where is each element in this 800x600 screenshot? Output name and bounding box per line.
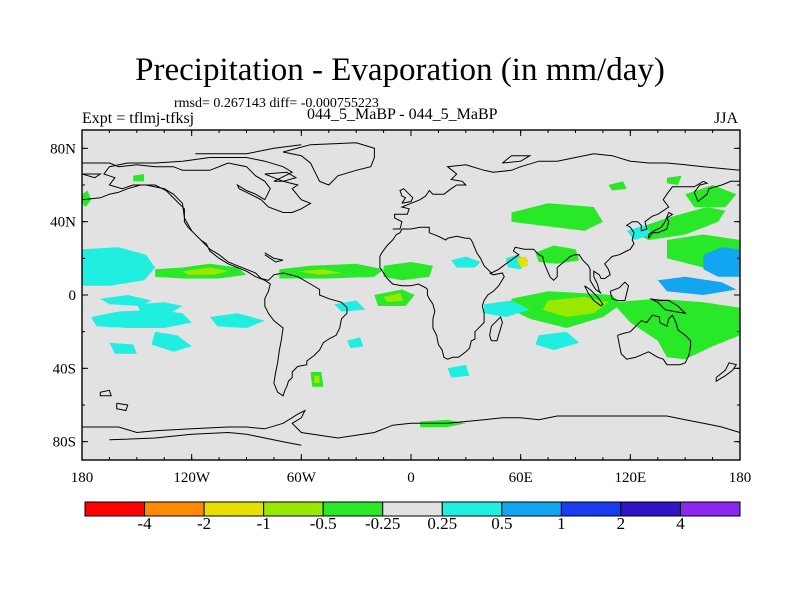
coastline-5 (617, 314, 692, 366)
region-indo-pacific-east (612, 298, 740, 360)
colorbar (84, 501, 741, 517)
colorbar-box (560, 501, 622, 517)
coastline-6 (82, 409, 740, 439)
region-south-atlantic-2 (347, 337, 364, 349)
region-arctic-2 (608, 181, 627, 191)
coastline-14 (109, 431, 302, 446)
x-tick-label: 60E (509, 470, 533, 486)
coastline-13 (715, 362, 738, 383)
chart-title: Precipitation - Evaporation (in mm/day) (135, 52, 665, 88)
colorbar-box (144, 501, 205, 517)
coastline-1 (282, 142, 375, 186)
map-axes: 180 120W 60W 0 60E 120E 180 80N 40N 0 40S 80S (50, 129, 752, 486)
region-south-pacific-4 (151, 331, 192, 352)
y-tick-label: 40S (53, 361, 76, 377)
colorbar-label: -2 (196, 514, 212, 533)
coastline-3 (82, 173, 102, 179)
coastline-9 (648, 211, 674, 239)
region-nw-pacific-outer (703, 247, 740, 277)
region-arctic-3 (666, 175, 682, 185)
region-south-pacific-1 (91, 309, 192, 328)
cases-label: 044_5_MaBP - 044_5_MaBP (307, 106, 498, 123)
coastline-12 (650, 298, 687, 315)
region-south-pacific-5 (209, 313, 265, 328)
region-central-pacific-outer (82, 247, 156, 286)
region-india-dry (517, 256, 528, 268)
region-west-africa (383, 262, 433, 281)
y-tick-label: 80N (50, 141, 76, 157)
y-tick-label: 40N (50, 215, 76, 231)
season-label: JJA (714, 110, 739, 127)
region-south-pacific-3 (100, 295, 152, 306)
map-plot-area (82, 130, 740, 460)
colorbar-label: -0.25 (365, 514, 401, 533)
colorbar-label: 0.5 (491, 514, 513, 533)
coastline-0 (82, 157, 348, 397)
colorbar-box (679, 501, 741, 517)
region-indian-ocean-south-2 (447, 364, 470, 378)
coastline-19 (99, 389, 112, 397)
colorbar-label: 4 (676, 514, 685, 533)
colorbar-label: 0.25 (427, 514, 458, 533)
coastline-2 (392, 153, 740, 230)
colorbar-box (84, 501, 146, 517)
region-indian-ocean-south-3 (535, 331, 580, 350)
coastline-20 (116, 402, 129, 412)
colorbar-box (203, 501, 265, 517)
x-tick-label: 0 (407, 470, 415, 486)
region-south-pacific-2 (136, 302, 183, 314)
region-bay-bengal (535, 245, 580, 264)
colorbar-label: -4 (137, 514, 152, 533)
x-tick-label: 120E (614, 470, 646, 486)
colorbar-label: 2 (616, 514, 626, 533)
y-tick-label: 80S (53, 435, 76, 451)
experiment-label: Expt = tflmj-tfksj (82, 110, 195, 127)
region-indian-ocean-south (484, 300, 530, 317)
region-arctic-1 (133, 174, 145, 182)
coastline-8 (399, 188, 414, 204)
coastline-11 (609, 281, 630, 301)
region-south-pacific-6 (109, 342, 137, 354)
coastline-17 (502, 155, 532, 164)
colorbar-box (620, 501, 681, 517)
region-itcz-pacific-core (182, 267, 229, 275)
colorbar-label: -1 (256, 514, 271, 533)
region-indo-pacific-core (542, 296, 609, 317)
x-tick-label: 180 (71, 470, 94, 486)
region-east-asia (630, 207, 726, 240)
coastline-10 (584, 285, 604, 307)
region-sahara (451, 256, 481, 268)
region-gulf-guinea-core (383, 293, 404, 303)
colorbar-label: -0.5 (309, 514, 337, 533)
coastline-16 (195, 144, 302, 155)
x-tick-label: 180 (729, 470, 752, 486)
region-europe-1 (511, 203, 603, 231)
coastline-4 (379, 180, 740, 360)
region-atlantic-core (297, 269, 342, 275)
colorbar-label: 1 (557, 514, 566, 533)
region-south-atlantic-3-core (314, 375, 320, 383)
coastline-7 (489, 316, 503, 342)
coastline-15 (264, 171, 298, 182)
stats-line: rmsd= 0.267143 diff= -0.000755223 (174, 96, 379, 111)
region-equatorial-pacific (657, 276, 737, 295)
y-tick-label: 0 (69, 288, 77, 304)
coastline-18 (264, 252, 284, 263)
x-tick-label: 60W (287, 470, 317, 486)
x-tick-label: 120W (173, 470, 211, 486)
